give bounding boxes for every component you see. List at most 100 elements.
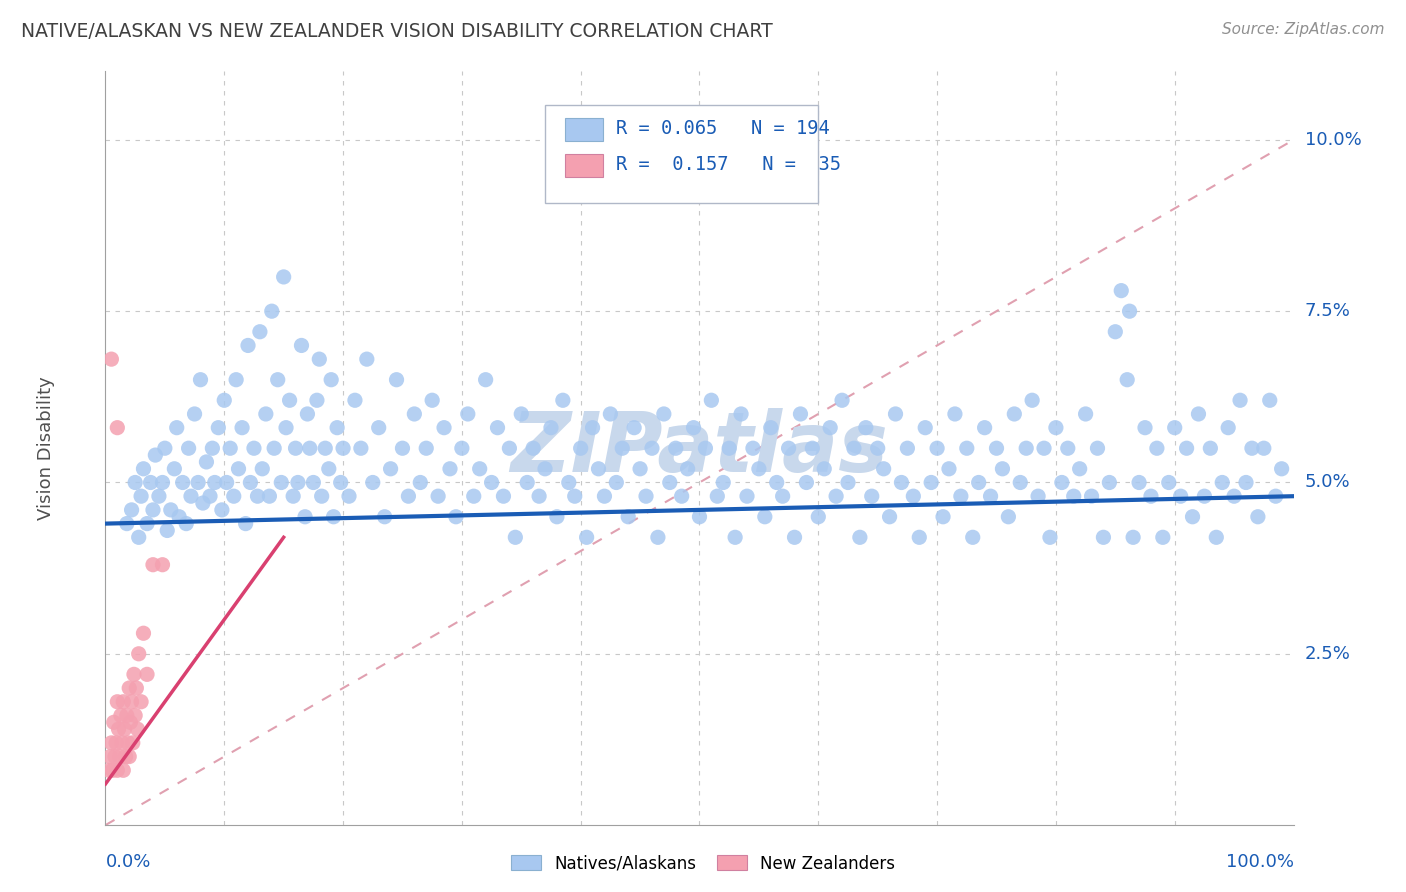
Point: [581, 420, 603, 434]
Point: [163, 462, 186, 476]
Point: [1050, 475, 1073, 490]
Point: [139, 475, 162, 490]
Point: [125, 681, 148, 695]
Point: [152, 558, 174, 572]
Point: [765, 475, 787, 490]
Point: [980, 489, 1002, 503]
Point: [172, 475, 194, 490]
Point: [361, 475, 384, 490]
Point: [1240, 441, 1263, 455]
Point: [450, 441, 472, 455]
Point: [695, 441, 717, 455]
Point: [142, 558, 165, 572]
Point: [676, 462, 699, 476]
Point: [122, 667, 145, 681]
Point: [498, 441, 520, 455]
Point: [1116, 373, 1139, 387]
Point: [105, 736, 128, 750]
Point: [1021, 393, 1043, 408]
Point: [1080, 489, 1102, 503]
Point: [1194, 489, 1216, 503]
Point: [439, 462, 461, 476]
Point: [1140, 489, 1163, 503]
Point: [1010, 475, 1032, 490]
Point: [156, 524, 179, 538]
Point: [505, 530, 527, 544]
Point: [207, 420, 229, 434]
Text: 10.0%: 10.0%: [1305, 131, 1361, 149]
Point: [105, 420, 128, 434]
Text: 100.0%: 100.0%: [1226, 853, 1294, 871]
Point: [1175, 441, 1198, 455]
Point: [682, 420, 704, 434]
Point: [167, 509, 190, 524]
Point: [305, 393, 328, 408]
Point: [420, 393, 443, 408]
Point: [1104, 325, 1126, 339]
Point: [1164, 420, 1187, 434]
Point: [332, 441, 354, 455]
Point: [124, 475, 146, 490]
Point: [121, 503, 143, 517]
Point: [748, 462, 770, 476]
Point: [1223, 489, 1246, 503]
Point: [100, 736, 122, 750]
Point: [153, 441, 176, 455]
Point: [1211, 475, 1233, 490]
Text: R =  0.157   N =  35: R = 0.157 N = 35: [616, 155, 841, 174]
Point: [136, 667, 159, 681]
Point: [298, 441, 321, 455]
Point: [329, 475, 352, 490]
Point: [124, 708, 146, 723]
Point: [396, 489, 419, 503]
Point: [1157, 475, 1180, 490]
Point: [117, 736, 139, 750]
FancyBboxPatch shape: [565, 154, 603, 177]
Point: [872, 462, 894, 476]
Point: [283, 489, 305, 503]
Point: [103, 715, 125, 730]
Point: [267, 373, 290, 387]
Text: NATIVE/ALASKAN VS NEW ZEALANDER VISION DISABILITY CORRELATION CHART: NATIVE/ALASKAN VS NEW ZEALANDER VISION D…: [21, 22, 773, 41]
Point: [949, 489, 972, 503]
Point: [287, 475, 309, 490]
Point: [214, 393, 236, 408]
Point: [180, 489, 202, 503]
Point: [444, 509, 467, 524]
Point: [1264, 489, 1286, 503]
Point: [623, 420, 645, 434]
FancyBboxPatch shape: [546, 105, 818, 203]
Point: [254, 407, 277, 421]
Point: [391, 441, 413, 455]
Point: [807, 509, 830, 524]
Point: [101, 764, 124, 778]
Point: [1109, 284, 1132, 298]
Point: [813, 462, 835, 476]
Point: [569, 441, 592, 455]
Text: Source: ZipAtlas.com: Source: ZipAtlas.com: [1222, 22, 1385, 37]
Point: [825, 489, 848, 503]
Point: [849, 530, 872, 544]
Point: [1133, 420, 1156, 434]
Point: [104, 749, 127, 764]
Text: Vision Disability: Vision Disability: [37, 376, 55, 520]
Point: [263, 441, 285, 455]
Point: [302, 475, 325, 490]
Point: [274, 420, 297, 434]
Point: [129, 489, 152, 503]
Point: [1229, 393, 1251, 408]
Point: [759, 420, 782, 434]
Point: [204, 475, 226, 490]
Point: [404, 407, 426, 421]
FancyBboxPatch shape: [565, 118, 603, 141]
Point: [1056, 441, 1078, 455]
Point: [943, 407, 966, 421]
Point: [225, 373, 247, 387]
Point: [118, 681, 141, 695]
Point: [318, 462, 340, 476]
Point: [219, 441, 242, 455]
Point: [1002, 407, 1025, 421]
Point: [671, 489, 693, 503]
Point: [1087, 441, 1109, 455]
Point: [201, 441, 224, 455]
